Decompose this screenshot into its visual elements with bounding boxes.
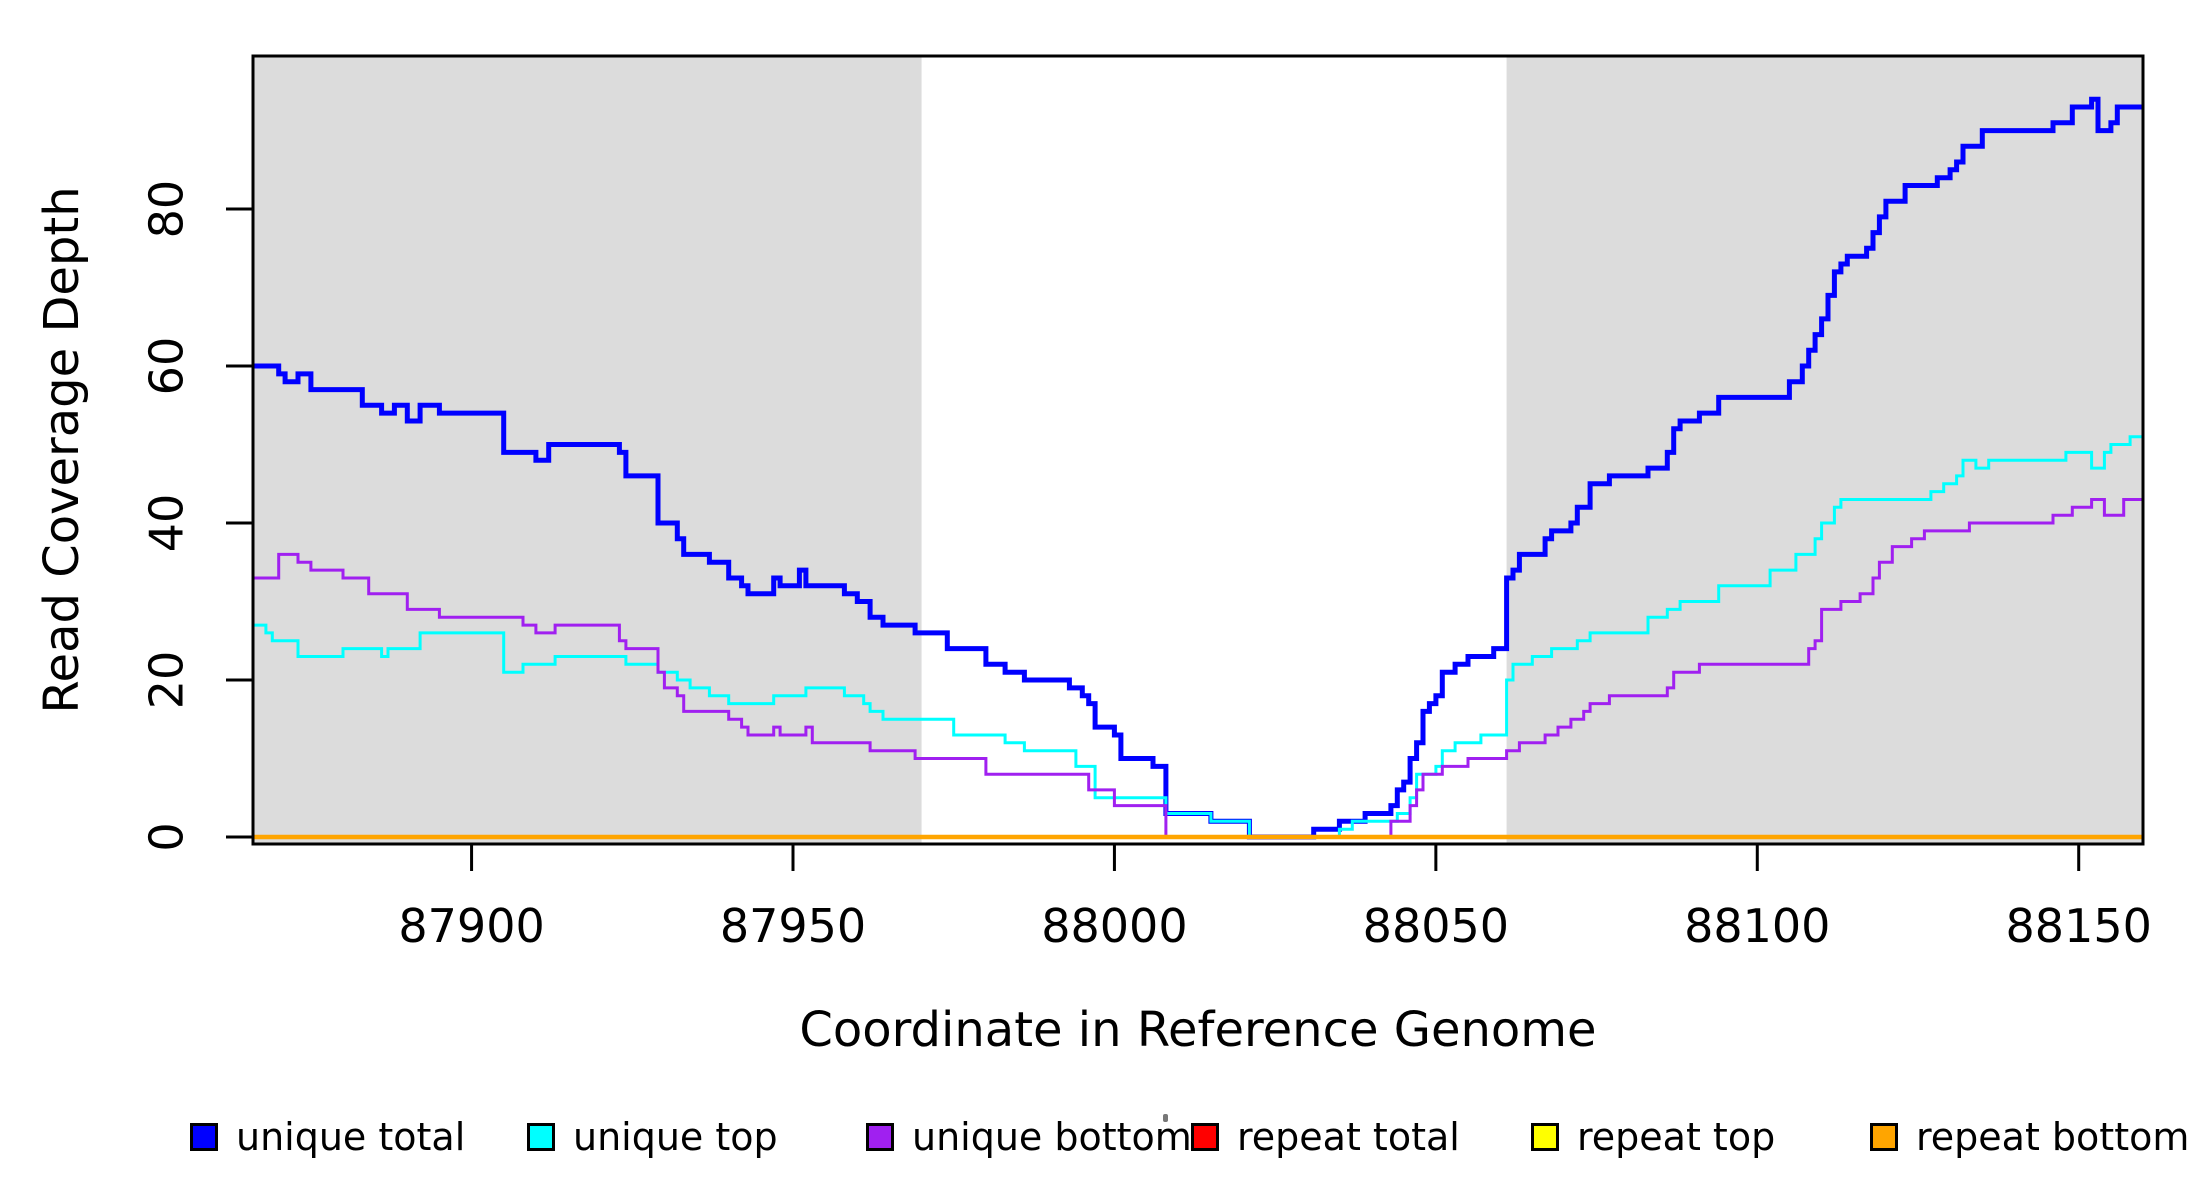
x-tick-label-88000: 88000 <box>1041 899 1187 953</box>
x-tick-label-87950: 87950 <box>720 899 866 953</box>
y-tick-label-40: 40 <box>140 494 194 553</box>
legend-item-repeat-top: repeat top <box>1531 1107 1775 1167</box>
legend-label: unique bottom <box>912 1115 1192 1159</box>
legend-swatch-repeat-top <box>1531 1123 1559 1151</box>
legend-item-repeat-total: repeat total <box>1191 1107 1460 1167</box>
x-tick-label-88100: 88100 <box>1684 899 1830 953</box>
x-axis-title: Coordinate in Reference Genome <box>799 1002 1597 1058</box>
legend-item-unique-top: unique top <box>527 1107 778 1167</box>
legend-label: repeat bottom <box>1916 1115 2190 1159</box>
masked-region-band-0 <box>253 56 922 844</box>
legend: unique total unique top unique bottom repea… <box>0 1107 2200 1167</box>
masked-region-band-1 <box>1506 56 2143 844</box>
y-tick-label-80: 80 <box>140 180 194 239</box>
legend-item-unique-bottom: unique bottom <box>866 1107 1192 1167</box>
legend-item-repeat-bottom: repeat bottom <box>1870 1107 2189 1167</box>
series-line-unique-total <box>253 96 2143 840</box>
stray-dot <box>1163 1114 1168 1122</box>
legend-item-unique-total: unique total <box>190 1107 465 1167</box>
legend-label: repeat total <box>1237 1115 1460 1159</box>
legend-label: unique top <box>573 1115 778 1159</box>
legend-swatch-unique-bottom <box>866 1123 894 1151</box>
legend-swatch-unique-total <box>190 1123 218 1151</box>
legend-label: unique total <box>236 1115 466 1159</box>
x-tick-label-87900: 87900 <box>398 899 544 953</box>
y-tick-label-20: 20 <box>140 651 194 710</box>
legend-swatch-unique-top <box>527 1123 555 1151</box>
legend-label: repeat top <box>1577 1115 1776 1159</box>
series-line-unique-top <box>253 435 2143 839</box>
x-tick-label-88150: 88150 <box>2006 899 2152 953</box>
legend-swatch-repeat-bottom <box>1870 1123 1898 1151</box>
y-tick-label-0: 0 <box>140 822 194 851</box>
y-axis-title: Read Coverage Depth <box>34 186 90 714</box>
x-tick-label-88050: 88050 <box>1363 899 1509 953</box>
series-line-unique-bottom <box>253 498 2143 839</box>
legend-swatch-repeat-total <box>1191 1123 1219 1151</box>
y-tick-label-60: 60 <box>140 337 194 396</box>
plot-box <box>251 54 2145 846</box>
